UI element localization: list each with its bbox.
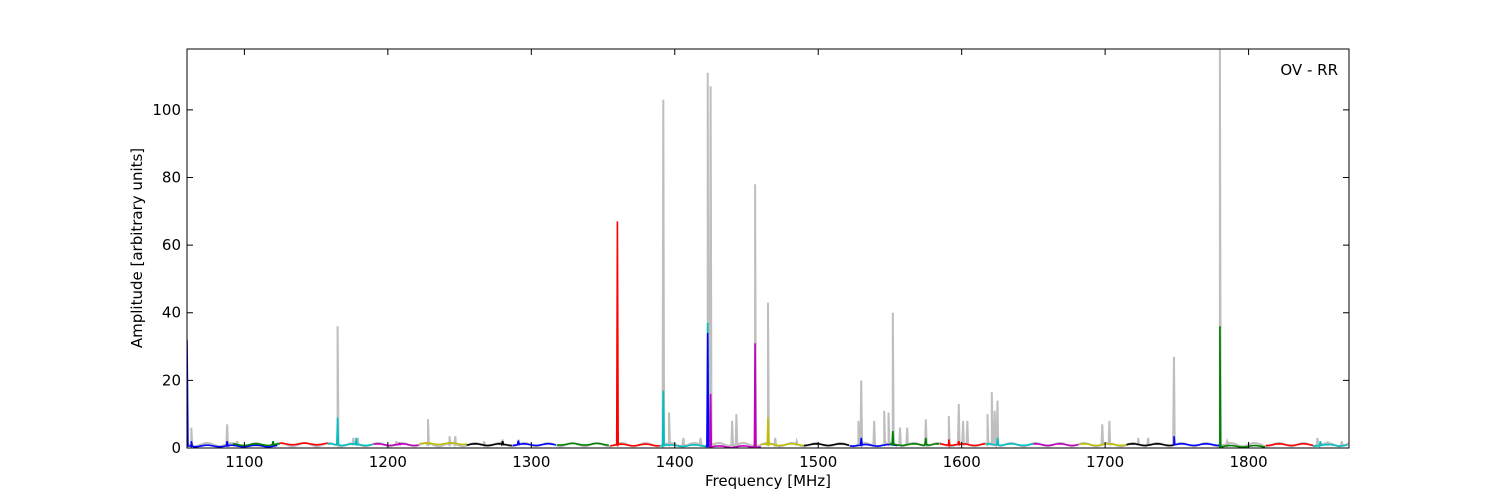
- x-tick-label: 1500: [799, 453, 837, 471]
- y-tick-label: 60: [162, 236, 181, 254]
- series-raw-spectrum: [187, 49, 1349, 448]
- x-tick-label: 1400: [656, 453, 694, 471]
- y-tick-label: 40: [162, 304, 181, 322]
- series-subband-16: [849, 437, 898, 448]
- x-tick-label: 1600: [943, 453, 981, 471]
- y-tick-label: 0: [171, 439, 181, 457]
- x-tick-label: 1700: [1086, 453, 1124, 471]
- series-subband-24: [1218, 326, 1266, 448]
- series-subband-11: [660, 322, 710, 448]
- series-subband-23: [1172, 436, 1220, 447]
- y-axis-label: Amplitude [arbitrary units]: [128, 148, 146, 348]
- series-subband-13: [708, 343, 761, 448]
- x-tick-label: 1200: [369, 453, 407, 471]
- series-subband-3: [280, 442, 328, 446]
- series-subband-9: [556, 442, 609, 446]
- axis-ticks: 1100 1200 1300 1400 1500 1600 1700 1800 0 20 40 60 8…: [152, 49, 1349, 471]
- series-subband-18: [939, 439, 986, 448]
- series-subband-10: [610, 221, 660, 448]
- x-tick-label: 1100: [225, 453, 263, 471]
- series-subband-14: [760, 417, 804, 447]
- series-subband-7: [466, 440, 512, 447]
- series-subband-22: [1126, 442, 1175, 447]
- series-subband-1: [187, 339, 278, 448]
- x-axis-label: Frequency [MHz]: [705, 472, 831, 490]
- series-subband-21: [1079, 442, 1127, 447]
- annotation-label: OV - RR: [1280, 61, 1338, 79]
- y-tick-label: 100: [152, 101, 181, 119]
- series-subband-25: [1265, 442, 1314, 447]
- series-subband-4: [327, 417, 373, 447]
- series-subband-26: [1313, 441, 1348, 448]
- x-tick-label: 1300: [512, 453, 550, 471]
- series-subband-12: [705, 332, 711, 448]
- series-subband-17: [889, 431, 940, 447]
- plot-area-series: [187, 49, 1349, 448]
- series-subband-20: [1033, 442, 1079, 447]
- series-subband-2: [232, 440, 281, 447]
- y-tick-label: 80: [162, 168, 181, 186]
- y-tick-label: 20: [162, 371, 181, 389]
- x-tick-label: 1800: [1229, 453, 1267, 471]
- plot-frame: [186, 48, 1350, 449]
- series-subband-8: [512, 440, 556, 447]
- series-subband-19: [986, 437, 1034, 447]
- series-subband-15: [803, 442, 850, 447]
- series-subband-5: [373, 442, 419, 447]
- series-subband-6: [419, 441, 467, 446]
